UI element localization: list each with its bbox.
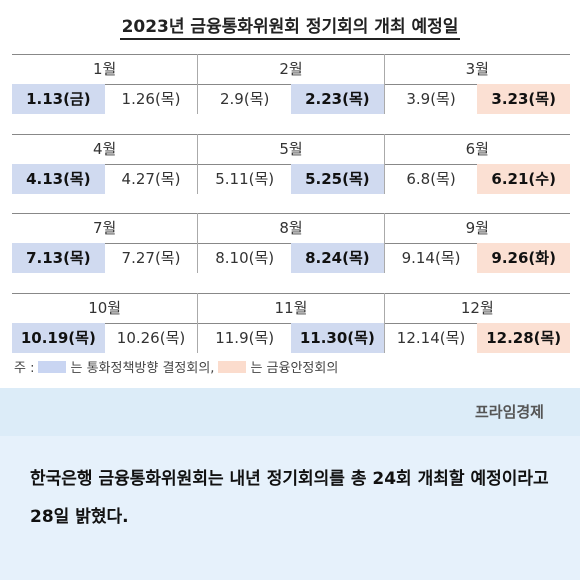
month-header: 9월 xyxy=(383,213,570,243)
meeting-date: 5.11(목) xyxy=(197,164,291,194)
month-header: 12월 xyxy=(383,293,570,323)
month-row: 1월 2월 3월 xyxy=(12,54,570,84)
divider xyxy=(12,323,570,324)
schedule-title: 2023년 금융통화위원회 정기회의 개최 예정일 xyxy=(0,12,580,40)
month-header: 4월 xyxy=(92,140,117,158)
month-row: 4월 5월 6월 xyxy=(12,134,570,164)
stability-meeting-date: 3.23(목) xyxy=(477,84,571,114)
quarter-block: 4월 5월 6월 4.13(목) 4.27(목) 5.11(목) 5.25(목) 6.8(목)… xyxy=(12,134,571,195)
date-row: 7.13(목) 7.27(목) 8.10(목) 8.24(목) 9.14(목) 9.26(… xyxy=(12,243,571,273)
month-header: 8월 xyxy=(197,213,383,243)
legend-blue-label: 는 통화정책방향 결정회의, xyxy=(70,361,215,376)
policy-meeting-date: 11.30(목) xyxy=(291,323,384,353)
source-band: 프라임경제 xyxy=(0,388,580,436)
meeting-date: 3.9(목) xyxy=(383,84,478,114)
month-row: 10월 11월 12월 xyxy=(12,293,570,323)
month-header: 2월 xyxy=(197,54,383,84)
divider xyxy=(12,243,570,244)
stability-meeting-date: 9.26(화) xyxy=(477,243,571,273)
month-header: 3월 xyxy=(383,54,570,84)
meeting-date: 4.27(목) xyxy=(121,170,181,188)
month-header: 11월 xyxy=(197,293,383,323)
meeting-date: 9.14(목) xyxy=(383,243,478,273)
policy-meeting-date: 1.13(금) xyxy=(12,84,105,114)
caption-area: 한국은행 금융통화위원회는 내년 정기회의를 총 24회 개최할 예정이라고 2… xyxy=(0,436,580,580)
divider xyxy=(12,293,570,294)
policy-meeting-date: 10.19(목) xyxy=(12,323,105,353)
meeting-date: 1.26(목) xyxy=(121,90,181,108)
stability-meeting-date: 12.28(목) xyxy=(477,323,571,353)
policy-meeting-date: 4.13(목) xyxy=(12,164,105,194)
month-row: 7월 8월 9월 xyxy=(12,213,570,243)
quarter-block: 10월 11월 12월 10.19(목) 10.26(목) 11.9(목) 11.30(목)… xyxy=(12,293,571,354)
legend: 주 : 는 통화정책방향 결정회의, 는 금융안정회의 xyxy=(14,357,338,376)
month-header: 1월 xyxy=(92,60,117,78)
policy-meeting-date: 2.23(목) xyxy=(291,84,384,114)
month-header: 5월 xyxy=(197,134,383,164)
legend-prefix: 주 : xyxy=(14,361,35,376)
meeting-date: 11.9(목) xyxy=(197,323,291,353)
date-row: 10.19(목) 10.26(목) 11.9(목) 11.30(목) 12.14(목) 1… xyxy=(12,323,571,353)
divider xyxy=(12,84,570,85)
legend-blue-swatch xyxy=(38,360,67,373)
meeting-date: 12.14(목) xyxy=(383,323,478,353)
month-header: 7월 xyxy=(92,219,117,237)
article-caption: 한국은행 금융통화위원회는 내년 정기회의를 총 24회 개최할 예정이라고 2… xyxy=(30,469,549,527)
divider xyxy=(12,54,570,55)
source-label: 프라임경제 xyxy=(474,403,544,421)
quarter-block: 1월 2월 3월 1.13(금) 1.26(목) 2.9(목) 2.23(목) 3.9(목) 3… xyxy=(12,54,571,115)
divider xyxy=(12,134,570,135)
month-header: 10월 xyxy=(88,299,122,317)
meeting-date: 6.8(목) xyxy=(383,164,478,194)
date-row: 4.13(목) 4.27(목) 5.11(목) 5.25(목) 6.8(목) 6.21(수… xyxy=(12,164,571,194)
stability-meeting-date: 6.21(수) xyxy=(477,164,571,194)
policy-meeting-date: 7.13(목) xyxy=(12,243,105,273)
policy-meeting-date: 8.24(목) xyxy=(291,243,384,273)
meeting-date: 2.9(목) xyxy=(197,84,291,114)
quarter-block: 7월 8월 9월 7.13(목) 7.27(목) 8.10(목) 8.24(목) 9.14(목… xyxy=(12,213,571,274)
month-header: 6월 xyxy=(383,134,570,164)
policy-meeting-date: 5.25(목) xyxy=(291,164,384,194)
divider xyxy=(12,164,570,165)
legend-pink-swatch xyxy=(218,360,247,373)
schedule-image: 2023년 금융통화위원회 정기회의 개최 예정일 1월 2월 3월 1.13(금) 1… xyxy=(0,12,580,376)
meeting-date: 10.26(목) xyxy=(116,329,186,347)
meeting-date: 7.27(목) xyxy=(121,249,181,267)
legend-pink-label: 는 금융안정회의 xyxy=(250,361,339,376)
divider xyxy=(12,213,570,214)
date-row: 1.13(금) 1.26(목) 2.9(목) 2.23(목) 3.9(목) 3.23(목) xyxy=(12,84,571,114)
meeting-date: 8.10(목) xyxy=(197,243,291,273)
